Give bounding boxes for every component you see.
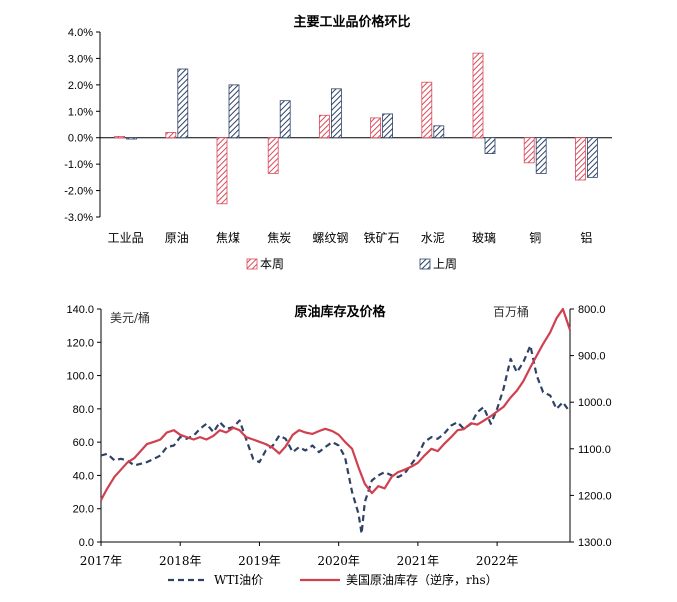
bar-category-label: 焦炭: [267, 231, 291, 245]
bar-category-label: 铁矿石: [364, 231, 400, 245]
left-y-tick-label: 120.0: [66, 337, 94, 349]
x-tick-label: 2021年: [397, 554, 440, 568]
bar-this-week: [575, 137, 586, 181]
left-y-tick-label: 40.0: [73, 470, 94, 482]
legend-label-this-week: 本周: [260, 257, 284, 271]
left-y-tick-label: 80.0: [73, 404, 94, 416]
series-line-inventory: [100, 307, 572, 501]
bar-category-label: 原油: [165, 231, 189, 245]
left-y-tick-label: 0.0: [79, 537, 94, 549]
bar-last-week: [587, 137, 598, 178]
bar-category-label: 螺纹钢: [312, 231, 348, 245]
line-plot-area: 140.0 120.0 100.0 80.0 60.0 40.0 20.0 0.0 800.0 9…: [66, 304, 611, 568]
bar-category-label: 玻璃: [472, 231, 496, 245]
bar-category-label: 工业品: [108, 231, 144, 245]
bar-chart-title: 主要工业品价格环比: [293, 14, 410, 30]
left-y-tick-label: 140.0: [66, 304, 94, 316]
bar-category-label: 铝: [580, 230, 592, 245]
bar-last-week: [433, 125, 445, 139]
left-y-tick-label: 100.0: [66, 371, 94, 383]
bar-this-week: [523, 137, 535, 164]
legend-label-wti: WTI油价: [214, 573, 263, 587]
x-tick-label: 2020年: [317, 554, 360, 568]
right-y-tick-label: 800.0: [578, 304, 606, 316]
bar-category-label: 水泥: [421, 231, 445, 245]
bar-y-tick-label: 1.0%: [68, 106, 93, 118]
series-line-wti: [100, 344, 571, 535]
right-y-tick-label: 1300.0: [578, 537, 612, 549]
bar-this-week: [114, 135, 125, 139]
bar-y-tick-label: -1.0%: [64, 159, 93, 171]
left-y-tick-label: 60.0: [73, 437, 94, 449]
line-chart-title: 原油库存及价格: [294, 304, 386, 320]
bar-plot-area: 4.0% 3.0% 2.0% 1.0% 0.0% -1.0% -2.0% -3.0% 工业品 原油…: [64, 27, 612, 245]
legend-swatch-last-week: [419, 258, 431, 270]
bar-this-week: [267, 137, 279, 174]
legend-label-last-week: 上周: [433, 257, 457, 271]
right-y-tick-label: 1000.0: [578, 397, 612, 409]
bar-last-week: [535, 137, 547, 174]
bar-this-week: [216, 137, 228, 205]
bar-this-week: [318, 114, 330, 139]
bar-y-tick-label: 0.0%: [68, 133, 93, 145]
right-y-tick-label: 900.0: [578, 351, 606, 363]
bar-last-week: [228, 84, 240, 139]
right-axis-unit: 百万桶: [493, 304, 529, 319]
bar-y-tick-label: 4.0%: [68, 27, 93, 39]
bar-category-label: 焦煤: [216, 231, 240, 245]
bar-this-week: [370, 117, 382, 139]
bar-last-week: [484, 137, 496, 154]
left-y-tick-label: 20.0: [73, 504, 94, 516]
bar-this-week: [472, 52, 484, 139]
bar-legend: 本周 上周: [246, 257, 457, 271]
x-tick-label: 2018年: [159, 554, 202, 568]
bar-last-week: [330, 88, 342, 139]
bar-category-label: 铜: [529, 230, 541, 245]
bar-last-week: [279, 100, 291, 139]
x-tick-label: 2019年: [238, 554, 281, 568]
bar-last-week: [382, 113, 394, 139]
bar-this-week: [165, 132, 177, 139]
bar-y-tick-label: -3.0%: [64, 212, 93, 224]
legend-label-inventory: 美国原油库存（逆序，rhs）: [346, 572, 498, 587]
bar-last-week: [177, 68, 189, 139]
line-legend: WTI油价 美国原油库存（逆序，rhs）: [168, 572, 498, 587]
x-tick-label: 2017年: [80, 554, 123, 568]
bar-y-tick-label: 2.0%: [68, 80, 93, 92]
bar-last-week: [126, 137, 137, 140]
x-tick-label: 2022年: [476, 554, 519, 568]
bar-this-week: [421, 81, 433, 139]
right-y-tick-label: 1100.0: [578, 444, 611, 456]
bar-y-tick-label: -2.0%: [64, 186, 93, 198]
right-y-tick-label: 1200.0: [578, 490, 612, 502]
left-axis-unit: 美元/桶: [110, 310, 150, 325]
legend-swatch-this-week: [246, 258, 258, 270]
bar-y-tick-label: 3.0%: [68, 53, 93, 65]
